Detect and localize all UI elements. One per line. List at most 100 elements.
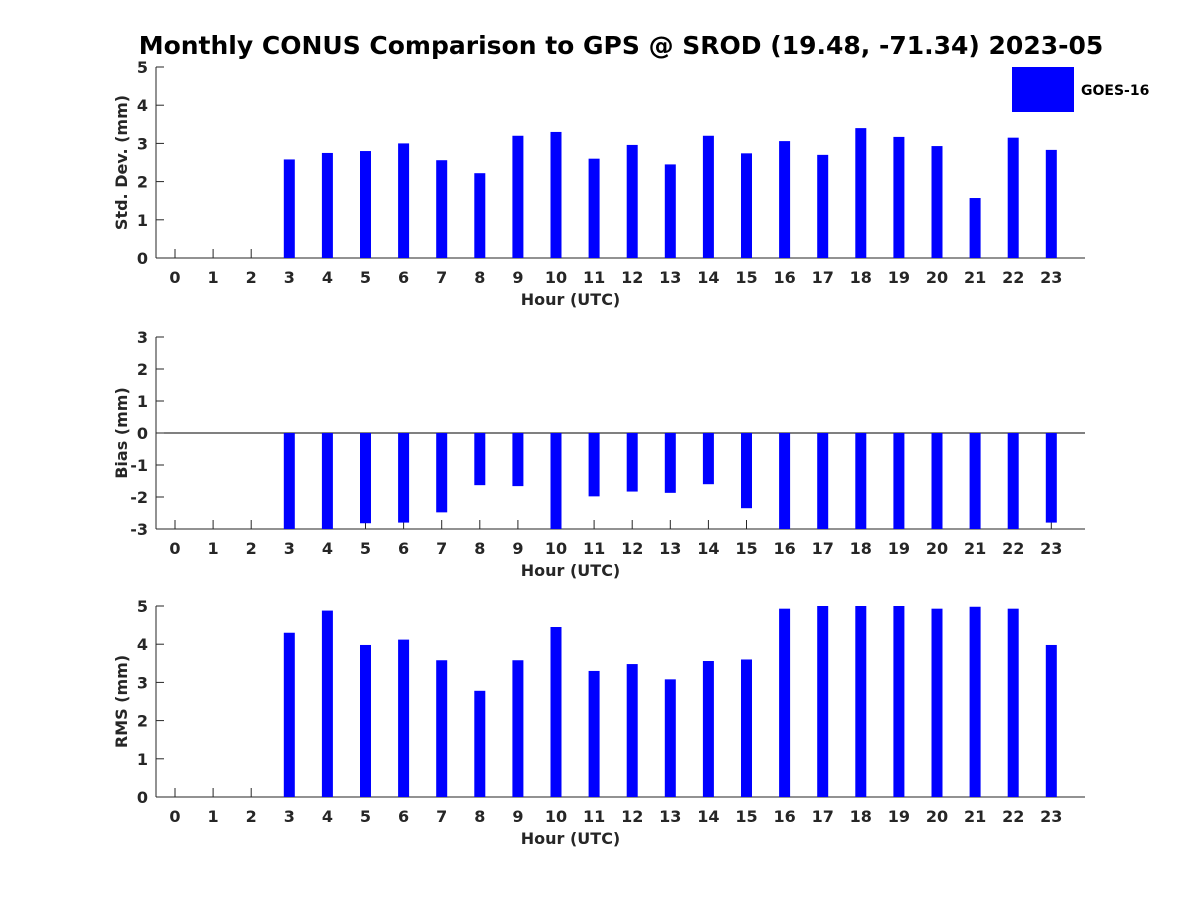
bar-hour-14 <box>702 433 714 485</box>
x-tick-label: 11 <box>583 539 605 558</box>
x-tick-label: 13 <box>659 268 681 287</box>
y-tick-label: 0 <box>137 249 148 268</box>
x-tick-label: 12 <box>621 539 643 558</box>
x-tick-label: 9 <box>512 268 523 287</box>
x-tick-label: 4 <box>322 807 333 826</box>
bar-hour-16 <box>779 433 791 529</box>
x-tick-label: 22 <box>1002 807 1024 826</box>
y-tick-label: 4 <box>137 96 148 115</box>
x-tick-label: 20 <box>926 807 948 826</box>
x-tick-label: 7 <box>436 807 447 826</box>
bar-hour-9 <box>512 660 524 797</box>
x-tick-label: 9 <box>512 807 523 826</box>
y-tick-label: 1 <box>137 211 148 230</box>
x-tick-label: 5 <box>360 268 371 287</box>
bar-hour-4 <box>321 433 333 529</box>
x-tick-label: 0 <box>169 268 180 287</box>
x-tick-label: 3 <box>284 268 295 287</box>
x-tick-label: 15 <box>735 539 757 558</box>
bar-hour-4 <box>321 610 333 797</box>
x-tick-label: 3 <box>284 539 295 558</box>
bar-hour-5 <box>360 151 371 258</box>
x-tick-label: 23 <box>1040 268 1062 287</box>
bar-hour-20 <box>931 433 943 529</box>
bar-hour-3 <box>283 632 295 797</box>
bar-hour-19 <box>893 433 905 529</box>
bar-hour-21 <box>969 606 981 797</box>
bar-hour-17 <box>817 606 829 797</box>
y-tick-label: 5 <box>137 58 148 77</box>
bar-hour-14 <box>702 135 714 258</box>
bar-hour-15 <box>741 153 752 258</box>
x-tick-label: 10 <box>545 268 567 287</box>
x-axis-label: Hour (UTC) <box>521 561 621 580</box>
x-tick-label: 15 <box>735 807 757 826</box>
bar-hour-7 <box>436 160 448 258</box>
x-tick-label: 6 <box>398 268 409 287</box>
x-tick-label: 12 <box>621 807 643 826</box>
bar-hour-22 <box>1007 608 1019 797</box>
x-tick-label: 14 <box>697 807 719 826</box>
bar-hour-13 <box>664 433 676 493</box>
x-tick-label: 21 <box>964 539 986 558</box>
bar-hour-5 <box>360 433 371 524</box>
x-tick-label: 13 <box>659 807 681 826</box>
bar-hour-10 <box>550 627 562 797</box>
y-axis-label: Bias (mm) <box>112 387 131 479</box>
bar-hour-18 <box>855 433 867 529</box>
x-tick-label: 13 <box>659 539 681 558</box>
x-tick-label: 2 <box>246 268 257 287</box>
x-tick-label: 21 <box>964 268 986 287</box>
legend-swatch-goes-16 <box>1012 67 1074 112</box>
bar-hour-10 <box>550 433 562 529</box>
x-tick-label: 20 <box>926 268 948 287</box>
bar-hour-16 <box>779 608 791 797</box>
x-tick-label: 19 <box>888 807 910 826</box>
bar-hour-12 <box>626 433 638 492</box>
x-tick-label: 11 <box>583 268 605 287</box>
bar-hour-20 <box>931 146 943 258</box>
y-tick-label: 1 <box>137 392 148 411</box>
bar-hour-3 <box>283 159 295 258</box>
x-tick-label: 0 <box>169 539 180 558</box>
x-tick-label: 17 <box>812 539 834 558</box>
bar-hour-21 <box>969 198 981 258</box>
bar-hour-18 <box>855 606 867 797</box>
x-tick-label: 2 <box>246 539 257 558</box>
x-tick-label: 4 <box>322 268 333 287</box>
x-tick-label: 11 <box>583 807 605 826</box>
x-tick-label: 7 <box>436 268 447 287</box>
x-tick-label: 1 <box>208 539 219 558</box>
x-tick-label: 8 <box>474 539 485 558</box>
y-tick-label: 2 <box>137 173 148 192</box>
x-tick-label: 6 <box>398 807 409 826</box>
x-tick-label: 23 <box>1040 539 1062 558</box>
x-tick-label: 0 <box>169 807 180 826</box>
bar-hour-23 <box>1045 644 1057 797</box>
x-tick-label: 18 <box>850 807 872 826</box>
x-tick-label: 1 <box>208 807 219 826</box>
x-tick-label: 16 <box>773 807 795 826</box>
bar-hour-4 <box>321 152 333 258</box>
x-tick-label: 22 <box>1002 268 1024 287</box>
x-tick-label: 6 <box>398 539 409 558</box>
bar-hour-20 <box>931 608 943 797</box>
bar-hour-13 <box>664 679 676 797</box>
bar-hour-17 <box>817 154 829 258</box>
y-tick-label: 3 <box>137 673 148 692</box>
bar-hour-11 <box>588 433 600 497</box>
chart-legend: GOES-16 <box>1012 67 1149 112</box>
x-tick-label: 8 <box>474 807 485 826</box>
bar-hour-9 <box>512 135 524 258</box>
x-tick-label: 4 <box>322 539 333 558</box>
x-tick-label: 17 <box>812 807 834 826</box>
x-tick-label: 19 <box>888 268 910 287</box>
y-tick-label: 5 <box>137 597 148 616</box>
x-tick-label: 16 <box>773 539 795 558</box>
bar-hour-8 <box>474 690 486 797</box>
bar-hour-22 <box>1007 137 1019 258</box>
